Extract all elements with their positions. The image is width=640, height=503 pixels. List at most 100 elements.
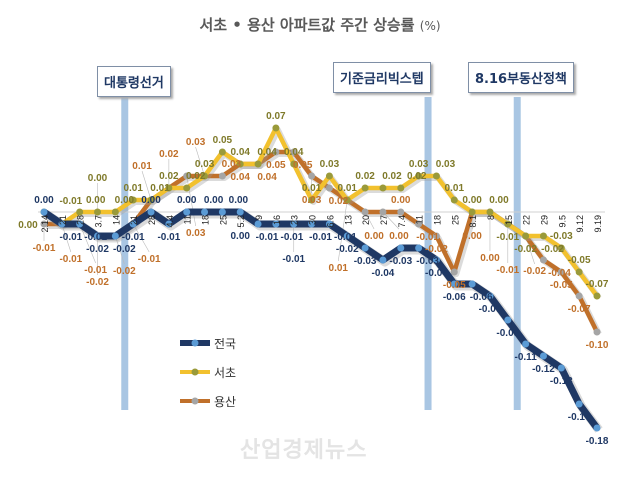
- data-point: [147, 196, 155, 204]
- x-tick-label: 9.12: [575, 215, 585, 233]
- label-leader: [141, 170, 152, 201]
- data-label: 0.00: [364, 231, 384, 242]
- data-label: 0.00: [86, 195, 106, 206]
- data-label: 0.00: [389, 231, 409, 242]
- data-label: 0.00: [489, 195, 509, 206]
- data-label: 0.01: [445, 183, 465, 194]
- x-tick-label: 27: [379, 215, 389, 225]
- data-point: [557, 244, 565, 252]
- data-label: -0.18: [586, 436, 609, 447]
- data-point: [218, 208, 226, 216]
- x-tick-label: 11: [183, 215, 193, 224]
- data-label: 0.00: [88, 173, 108, 184]
- data-point: [379, 256, 387, 264]
- leader-lines: [43, 146, 535, 275]
- data-point: [593, 292, 601, 300]
- data-point: [468, 280, 476, 288]
- data-label: 0.02: [355, 171, 375, 182]
- event-label-rate-hike: 기준금리빅스텝: [333, 62, 431, 93]
- data-label: 0.03: [222, 159, 242, 170]
- data-label: -0.07: [479, 304, 502, 315]
- data-point: [94, 208, 102, 216]
- data-point: [308, 220, 316, 228]
- data-label: -0.07: [568, 304, 591, 315]
- data-label: -0.04: [548, 268, 571, 279]
- x-tick-label: 9.19: [593, 215, 603, 233]
- data-point: [236, 208, 244, 216]
- data-point: [415, 220, 423, 228]
- data-point: [539, 232, 547, 240]
- data-label: -0.02: [541, 244, 564, 255]
- data-point: [557, 268, 565, 276]
- data-point: [415, 244, 423, 252]
- event-label-election: 대통령선거: [97, 66, 171, 97]
- data-label: -0.01: [282, 254, 305, 265]
- data-label: 0.03: [320, 159, 340, 170]
- chart-title: 서초 • 용산 아파트값 주간 상승률 (%): [0, 14, 640, 35]
- data-label: 0.01: [329, 263, 349, 274]
- x-tick-label: 30: [308, 215, 318, 225]
- data-point: [290, 160, 298, 168]
- x-tick-label: 21: [58, 215, 68, 225]
- data-label: 0.00: [34, 195, 54, 206]
- label-leader: [195, 146, 205, 177]
- data-label: -0.05: [443, 280, 466, 291]
- data-point: [397, 208, 405, 216]
- x-tick-label: 8.1: [468, 215, 478, 228]
- legend-marker: [191, 368, 199, 376]
- data-point: [218, 172, 226, 180]
- x-tick-label: 22: [522, 215, 532, 225]
- data-label: -0.01: [59, 254, 82, 265]
- data-label: -0.11: [515, 352, 538, 363]
- data-point: [486, 292, 494, 300]
- data-label: -0.02: [113, 266, 136, 277]
- data-label: 0.00: [229, 195, 249, 206]
- data-label: -0.03: [354, 256, 377, 267]
- data-point: [111, 208, 119, 216]
- data-label: 0.04: [257, 172, 277, 183]
- data-point: [397, 244, 405, 252]
- data-label: -0.01: [309, 232, 332, 243]
- x-tick-label: 9: [254, 215, 264, 220]
- data-point: [486, 208, 494, 216]
- data-label: 0.03: [302, 195, 322, 206]
- data-point: [201, 172, 209, 180]
- data-point: [575, 292, 583, 300]
- data-point: [504, 316, 512, 324]
- event-label-policy: 8.16부동산정책: [468, 62, 574, 93]
- x-tick-label: 23: [290, 215, 300, 225]
- label-leader: [132, 223, 150, 253]
- data-point: [272, 220, 280, 228]
- x-tick-label: 28: [147, 215, 157, 225]
- data-point: [325, 172, 333, 180]
- x-tick-label: 5.2: [236, 215, 246, 228]
- data-label: -0.01: [122, 232, 145, 243]
- data-point: [183, 184, 191, 192]
- data-point: [343, 232, 351, 240]
- x-tick-label: 14: [111, 215, 121, 225]
- data-label: 0.03: [186, 137, 206, 148]
- data-label: -0.01: [334, 232, 357, 243]
- data-label: -0.02: [113, 244, 136, 255]
- data-label: 0.05: [213, 135, 233, 146]
- data-label: -0.02: [425, 244, 448, 255]
- label-leader: [115, 235, 125, 265]
- x-tick-label: 28: [76, 215, 86, 225]
- data-label: -0.05: [550, 280, 573, 291]
- x-tick-label: 8: [486, 215, 496, 220]
- x-tick-label: 21: [129, 215, 139, 225]
- data-label: 0.02: [382, 171, 402, 182]
- data-point: [308, 172, 316, 180]
- x-tick-label: 18: [432, 215, 442, 225]
- data-label: -0.01: [33, 243, 56, 254]
- data-point: [432, 256, 440, 264]
- data-label: -0.01: [281, 232, 304, 243]
- data-label: 0.00: [115, 195, 135, 206]
- data-label: 0.07: [266, 111, 286, 122]
- data-label: -0.03: [416, 256, 439, 267]
- data-point: [325, 220, 333, 228]
- data-point: [272, 124, 280, 132]
- data-point: [147, 208, 155, 216]
- data-label: 0.04: [230, 172, 250, 183]
- data-label: 0.00: [18, 220, 38, 231]
